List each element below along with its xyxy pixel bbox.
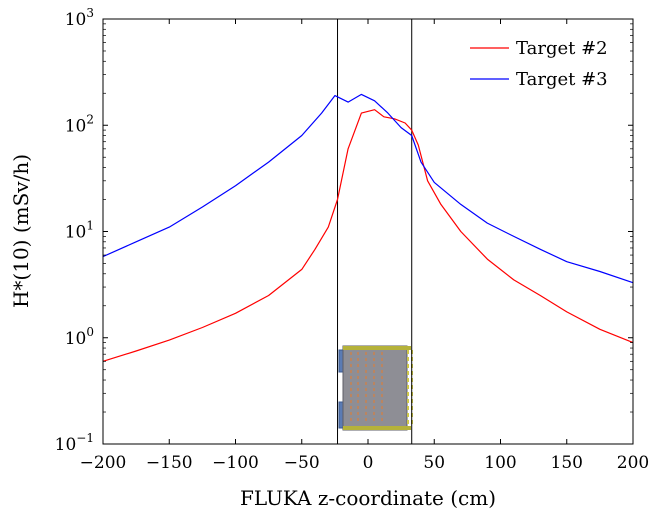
legend-label-target-3: Target #3	[516, 69, 608, 90]
series-line-target-2	[102, 109, 634, 362]
target-geometry-inset	[338, 345, 413, 431]
legend: Target #2 Target #3	[470, 38, 608, 90]
x-tick-label: 100	[484, 453, 516, 473]
y-tick-label: 100	[65, 325, 94, 349]
legend-label-target-2: Target #2	[516, 38, 608, 59]
x-tick-label: 150	[551, 453, 583, 473]
x-tick-label: −150	[146, 453, 193, 473]
x-tick-label: 50	[423, 453, 445, 473]
y-tick-label: 103	[65, 6, 94, 30]
x-tick-label: 0	[363, 453, 374, 473]
y-tick-label: 10−1	[55, 431, 94, 455]
series-line-target-3	[102, 93, 634, 284]
y-tick-label: 102	[65, 112, 94, 136]
y-tick-label: 101	[65, 219, 94, 243]
y-axis-label: H*(10) (mSv/h)	[9, 154, 33, 308]
x-tick-label: 200	[617, 453, 649, 473]
x-tick-label: −100	[212, 453, 259, 473]
x-tick-label: −200	[80, 453, 127, 473]
x-tick-label: −50	[284, 453, 320, 473]
x-axis-label: FLUKA z-coordinate (cm)	[240, 486, 496, 510]
plot-frame	[102, 18, 634, 445]
